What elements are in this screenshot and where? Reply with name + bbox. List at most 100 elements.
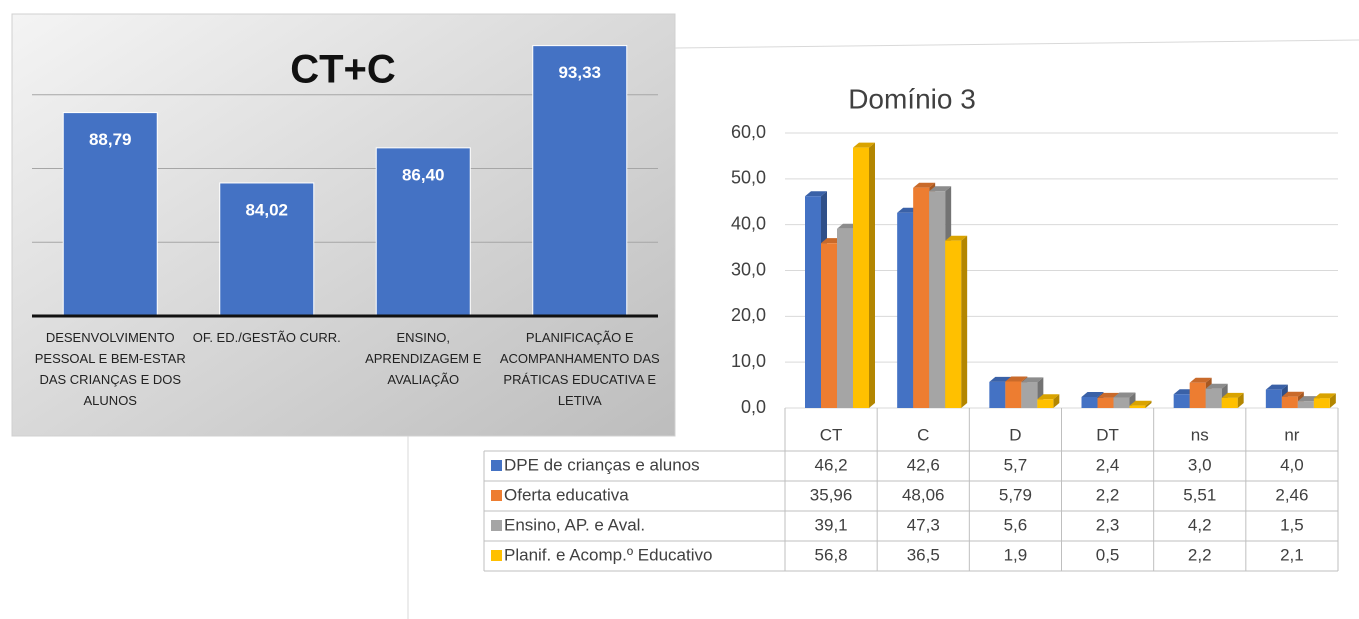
frame-line xyxy=(674,39,1359,49)
bar-top xyxy=(853,142,875,148)
bar-side xyxy=(1237,392,1244,408)
bar-top xyxy=(1281,391,1304,397)
bar xyxy=(929,191,946,408)
y-tick-label: 20,0 xyxy=(731,305,766,325)
bar-top xyxy=(1313,393,1336,399)
bar xyxy=(1313,398,1330,408)
x-tick-label: nr xyxy=(1284,425,1299,444)
bar-side xyxy=(869,142,875,408)
x-tick-label: CT xyxy=(820,425,843,444)
table-value: 46,2 xyxy=(815,455,848,474)
table-value: 5,7 xyxy=(1004,455,1028,474)
table-value: 39,1 xyxy=(815,515,848,534)
bar-top xyxy=(1005,376,1028,382)
y-tick-label: 50,0 xyxy=(731,168,766,188)
table-value: 47,3 xyxy=(907,515,940,534)
bar xyxy=(821,243,837,408)
legend-label: Planif. e Acomp.º Educativo xyxy=(504,545,712,564)
bar-top xyxy=(945,235,968,241)
chart-title: CT+C xyxy=(290,48,396,92)
table-value: 42,6 xyxy=(907,455,940,474)
bar xyxy=(1205,388,1222,408)
bar-top xyxy=(805,191,827,197)
value-label: 88,79 xyxy=(89,130,132,149)
bar xyxy=(1081,397,1098,408)
bar xyxy=(1005,381,1022,408)
table-value: 56,8 xyxy=(815,545,848,564)
bar-top xyxy=(1221,392,1244,398)
table-value: 2,2 xyxy=(1096,485,1120,504)
value-label: 93,33 xyxy=(558,63,601,82)
table-value: 5,79 xyxy=(999,485,1032,504)
bar xyxy=(375,147,471,317)
table-value: 5,6 xyxy=(1004,515,1028,534)
bar xyxy=(1129,405,1146,408)
bar-side xyxy=(1329,393,1336,408)
y-tick-label: 10,0 xyxy=(731,351,766,371)
bar-top xyxy=(913,182,936,188)
bar-side xyxy=(961,235,968,408)
bar xyxy=(532,45,628,317)
table-value: 4,0 xyxy=(1280,455,1304,474)
bar xyxy=(1189,382,1206,408)
legend-label: Oferta educativa xyxy=(504,485,629,504)
x-tick-label: ENSINO, APRENDIZAGEM E AVALIAÇÃO xyxy=(365,330,482,387)
value-label: 86,40 xyxy=(402,165,445,184)
x-tick-label: DT xyxy=(1096,425,1119,444)
table-value: 2,2 xyxy=(1188,545,1212,564)
table-value: 0,5 xyxy=(1096,545,1120,564)
bar-top xyxy=(1021,377,1044,383)
bar xyxy=(837,228,853,408)
legend-swatch xyxy=(491,460,502,471)
bar xyxy=(1221,397,1238,408)
bar xyxy=(1173,394,1190,408)
table-value: 1,9 xyxy=(1004,545,1028,564)
value-label: 84,02 xyxy=(245,200,288,219)
bar xyxy=(1281,396,1298,408)
bar-side xyxy=(1145,400,1152,408)
bar-top xyxy=(1097,392,1120,398)
table-value: 5,51 xyxy=(1183,485,1216,504)
table-value: 2,4 xyxy=(1096,455,1120,474)
bar xyxy=(1113,397,1130,408)
bar xyxy=(1265,389,1282,408)
x-tick-label: ns xyxy=(1191,425,1209,444)
bar-top xyxy=(929,186,952,192)
table-value: 4,2 xyxy=(1188,515,1212,534)
bar xyxy=(1297,401,1314,408)
bar xyxy=(989,381,1006,408)
bar-top xyxy=(1265,384,1288,390)
bar-top xyxy=(1129,400,1152,406)
bar-top xyxy=(1113,392,1136,398)
bar-top xyxy=(1037,394,1060,400)
table-value: 48,06 xyxy=(902,485,945,504)
y-tick-label: 30,0 xyxy=(731,259,766,279)
bar-top xyxy=(1081,392,1104,397)
bar xyxy=(219,182,315,317)
x-tick-label: PLANIFICAÇÃO E ACOMPANHAMENTO DAS PRÁTIC… xyxy=(499,330,660,408)
x-tick-label: OF. ED./GESTÃO CURR. xyxy=(192,330,341,345)
legend-swatch xyxy=(491,550,502,561)
table-value: 2,1 xyxy=(1280,545,1304,564)
legend-label: DPE de crianças e alunos xyxy=(504,455,700,474)
bar xyxy=(1021,382,1038,408)
chart-title: Domínio 3 xyxy=(848,83,976,114)
bar-side xyxy=(1053,394,1060,408)
legend-swatch xyxy=(491,490,502,501)
table-value: 36,5 xyxy=(907,545,940,564)
y-tick-label: 60,0 xyxy=(731,122,766,142)
bar xyxy=(913,187,930,408)
table-value: 35,96 xyxy=(810,485,853,504)
x-tick-label: DESENVOLVIMENTO PESSOAL E BEM-ESTAR DAS … xyxy=(34,330,186,408)
y-tick-label: 40,0 xyxy=(731,213,766,233)
bar xyxy=(805,196,821,408)
bar xyxy=(1037,399,1054,408)
bar-top xyxy=(1205,383,1228,389)
bar xyxy=(853,147,869,408)
legend-swatch xyxy=(491,520,502,531)
legend-label: Ensino, AP. e Aval. xyxy=(504,515,645,534)
bar-top xyxy=(989,376,1012,382)
table-value: 2,46 xyxy=(1275,485,1308,504)
y-tick-label: 0,0 xyxy=(741,397,766,417)
